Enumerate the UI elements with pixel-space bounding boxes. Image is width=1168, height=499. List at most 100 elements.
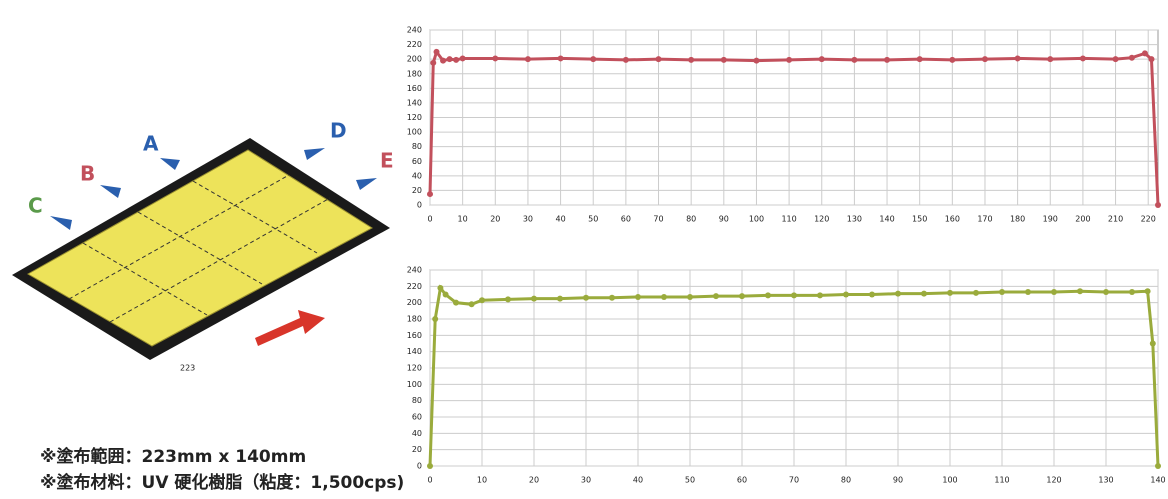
data-point (557, 55, 564, 62)
data-point (655, 56, 662, 63)
data-point (453, 299, 459, 306)
data-point (720, 56, 727, 63)
length-label: 223 (180, 364, 195, 373)
y-tick-label: 80 (412, 396, 422, 405)
data-point (739, 293, 745, 300)
x-tick-label: 60 (621, 215, 631, 224)
x-tick-label: 190 (1043, 215, 1058, 224)
x-tick-label: 30 (523, 215, 533, 224)
y-tick-label: 80 (412, 142, 422, 151)
data-point (433, 48, 440, 55)
x-tick-label: 130 (1098, 476, 1113, 485)
x-tick-label: 130 (847, 215, 862, 224)
data-point (765, 292, 771, 299)
data-point (843, 291, 849, 298)
data-point (916, 56, 923, 63)
x-tick-label: 120 (1046, 476, 1061, 485)
data-point (432, 316, 439, 322)
x-tick-label: 200 (1075, 215, 1090, 224)
note: ※塗布範囲：223mm x 140mm (40, 447, 307, 467)
data-point (442, 291, 449, 298)
data-point (1112, 56, 1119, 63)
x-tick-label: 30 (581, 476, 591, 485)
data-point (895, 290, 901, 297)
data-point (1155, 202, 1161, 208)
x-tick-label: 40 (555, 215, 565, 224)
x-tick-label: 140 (879, 215, 894, 224)
x-tick-label: 20 (490, 215, 500, 224)
data-point (440, 57, 447, 64)
y-tick-label: 100 (407, 380, 422, 389)
y-tick-label: 120 (407, 113, 422, 122)
data-point (468, 301, 475, 308)
x-tick-label: 140 (1150, 476, 1165, 485)
data-point (1025, 289, 1031, 296)
data-point (446, 56, 453, 63)
data-point (1129, 289, 1135, 296)
x-tick-label: 20 (529, 476, 539, 485)
x-tick-label: 0 (427, 215, 432, 224)
y-tick-label: 140 (407, 347, 422, 356)
data-point (688, 56, 695, 63)
data-point (437, 284, 444, 291)
data-point (851, 56, 858, 63)
data-point (818, 56, 825, 63)
x-tick-label: 80 (841, 476, 851, 485)
tray-diagram: A B C D E 223 (12, 119, 394, 373)
data-point (590, 56, 597, 63)
data-point (884, 56, 891, 63)
y-tick-label: 120 (407, 364, 422, 373)
data-point (687, 293, 693, 300)
data-point (949, 56, 956, 63)
data-point (505, 296, 511, 303)
data-point (1047, 56, 1054, 63)
data-point (1149, 340, 1156, 347)
x-tick-label: 10 (477, 476, 487, 485)
y-tick-label: 220 (407, 282, 422, 291)
x-tick-label: 70 (653, 215, 663, 224)
data-point (713, 293, 719, 300)
x-tick-label: 160 (945, 215, 960, 224)
x-tick-label: 150 (912, 215, 927, 224)
data-point (524, 56, 531, 63)
data-point (947, 289, 953, 296)
data-point (1155, 463, 1161, 469)
data-point (459, 55, 466, 62)
y-tick-label: 200 (407, 55, 422, 64)
y-tick-label: 0 (417, 462, 422, 471)
x-tick-label: 70 (789, 476, 799, 485)
y-tick-label: 20 (412, 445, 422, 454)
data-point (869, 291, 875, 298)
x-tick-label: 50 (588, 215, 598, 224)
y-tick-label: 60 (412, 157, 422, 166)
data-point (1079, 55, 1086, 62)
y-tick-label: 40 (412, 171, 422, 180)
y-tick-label: 160 (407, 331, 422, 340)
y-tick-label: 240 (407, 266, 422, 275)
x-tick-label: 90 (719, 215, 729, 224)
label-b: B (80, 162, 95, 186)
y-tick-label: 100 (407, 128, 422, 137)
data-point (1014, 55, 1021, 62)
x-tick-label: 60 (737, 476, 747, 485)
data-point (1128, 54, 1135, 61)
y-tick-label: 160 (407, 84, 422, 93)
data-point (973, 289, 979, 296)
x-tick-label: 0 (427, 476, 432, 485)
y-tick-label: 240 (407, 26, 422, 35)
x-tick-label: 180 (1010, 215, 1025, 224)
label-d: D (330, 119, 347, 143)
data-point (557, 295, 563, 302)
data-point (753, 57, 760, 64)
data-point (1141, 50, 1148, 57)
x-tick-label: 100 (942, 476, 957, 485)
label-c: C (28, 194, 43, 218)
y-tick-label: 200 (407, 298, 422, 307)
x-tick-label: 100 (749, 215, 764, 224)
data-point (1144, 288, 1151, 295)
data-point (791, 292, 797, 299)
x-tick-label: 50 (685, 476, 695, 485)
data-point (999, 289, 1005, 296)
y-tick-label: 0 (417, 201, 422, 210)
